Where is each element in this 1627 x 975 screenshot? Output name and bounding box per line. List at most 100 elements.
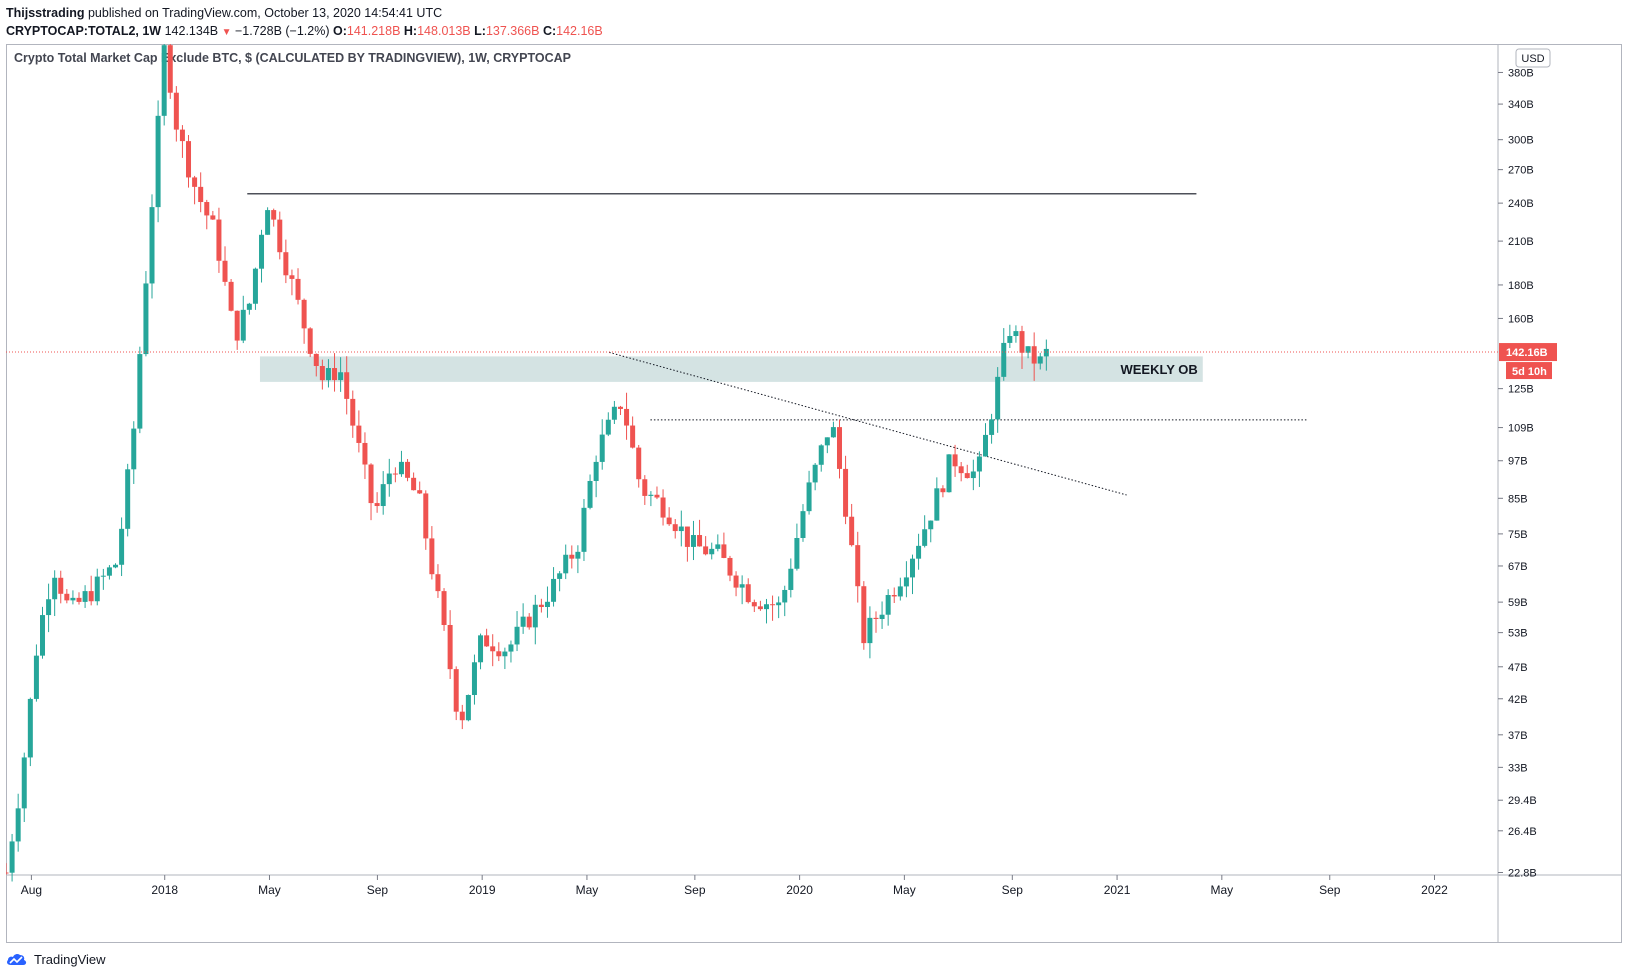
candle-body (386, 473, 392, 485)
author-name[interactable]: Thijsstrading (6, 6, 85, 20)
candle-body (1013, 331, 1019, 337)
y-tick-label: 59B (1508, 597, 1528, 609)
candle-body (794, 537, 800, 569)
candles-group (3, 34, 1049, 882)
candle-body (964, 473, 970, 479)
x-tick-label: Sep (1319, 883, 1341, 897)
candle-body (946, 454, 952, 493)
candle-body (532, 604, 538, 628)
currency-label: USD (1521, 53, 1544, 65)
candle-body (818, 445, 824, 465)
candle-body (301, 299, 307, 329)
open-value: 141.218B (346, 24, 401, 38)
candle-body (684, 526, 690, 547)
candle-body (192, 177, 198, 187)
candle-body (940, 488, 946, 493)
candle-body (27, 698, 33, 758)
tradingview-cloud-icon (7, 953, 27, 965)
candle-body (617, 406, 623, 409)
x-tick-label: May (576, 883, 599, 897)
candle-body (922, 529, 928, 546)
candle-body (496, 651, 502, 657)
open-label: O: (333, 24, 347, 38)
candle-body (733, 575, 739, 588)
candle-body (916, 545, 922, 559)
candle-body (861, 586, 867, 644)
x-tick-label: Aug (21, 883, 42, 897)
candle-body (958, 466, 964, 474)
candle-body (453, 669, 459, 712)
candle-body (526, 616, 532, 628)
candle-body (161, 45, 167, 116)
candle-body (155, 115, 161, 208)
x-tick-label: Sep (1002, 883, 1024, 897)
y-tick-label: 109B (1508, 423, 1534, 435)
candle-body (824, 437, 830, 446)
candle-body (697, 535, 703, 547)
candle-body (599, 434, 605, 462)
candle-body (630, 425, 636, 448)
y-tick-label: 97B (1508, 456, 1528, 468)
candle-body (1037, 356, 1043, 364)
candle-body (812, 464, 818, 483)
candle-body (502, 651, 508, 657)
candle-body (234, 310, 240, 341)
publish-info: Thijsstrading published on TradingView.c… (6, 4, 1606, 22)
candle-body (70, 597, 76, 601)
candle-body (313, 353, 319, 367)
candle-body (830, 427, 836, 438)
candle-body (843, 468, 849, 517)
tradingview-footer[interactable]: TradingView (6, 948, 106, 970)
price-chart[interactable]: Crypto Total Market Cap Exclude BTC, $ (… (3, 34, 1622, 943)
x-tick-label: May (893, 883, 916, 897)
high-label: H: (403, 24, 418, 38)
candle-body (350, 398, 356, 426)
candle-body (605, 419, 611, 435)
candle-body (429, 538, 435, 575)
candle-body (271, 210, 277, 220)
candle-body (82, 591, 88, 602)
y-tick-label: 22.8B (1508, 867, 1537, 879)
candle-body (690, 535, 696, 547)
x-tick-label: 2021 (1104, 883, 1131, 897)
candle-body (289, 275, 295, 279)
candle-body (173, 92, 179, 130)
candle-body (1001, 342, 1007, 377)
candle-body (995, 376, 1001, 420)
candle-body (715, 544, 721, 549)
candle-body (1025, 346, 1031, 353)
candle-body (757, 606, 763, 610)
x-tick-label: 2019 (469, 883, 496, 897)
chart-area[interactable]: Crypto Total Market Cap Exclude BTC, $ (… (3, 34, 1622, 943)
last-price: 142.134B (164, 24, 219, 38)
candle-body (374, 503, 380, 507)
y-tick-label: 180B (1508, 280, 1534, 292)
candle-body (952, 454, 958, 467)
candle-body (344, 372, 350, 399)
candle-body (642, 479, 648, 496)
weekly-ob-zone (259, 356, 1203, 382)
y-tick-label: 29.4B (1508, 795, 1537, 807)
candle-body (575, 551, 581, 559)
y-tick-label: 240B (1508, 198, 1534, 210)
candle-body (46, 599, 52, 616)
candle-body (15, 808, 21, 842)
candle-body (484, 635, 490, 647)
candle-body (721, 544, 727, 558)
candle-body (447, 625, 453, 670)
candle-body (891, 595, 897, 597)
y-tick-label: 53B (1508, 628, 1528, 640)
close-label: C: (542, 24, 557, 38)
low-value: 137.366B (485, 24, 540, 38)
candle-body (909, 558, 915, 578)
candle-body (636, 447, 642, 480)
chart-title: Crypto Total Market Cap Exclude BTC, $ (… (14, 51, 571, 65)
candle-body (709, 548, 715, 555)
candle-body (587, 480, 593, 508)
candle-body (557, 573, 563, 579)
candle-body (703, 546, 709, 555)
candle-body (307, 328, 313, 354)
candle-body (885, 595, 891, 615)
candle-body (983, 434, 989, 457)
y-tick-label: 47B (1508, 662, 1528, 674)
